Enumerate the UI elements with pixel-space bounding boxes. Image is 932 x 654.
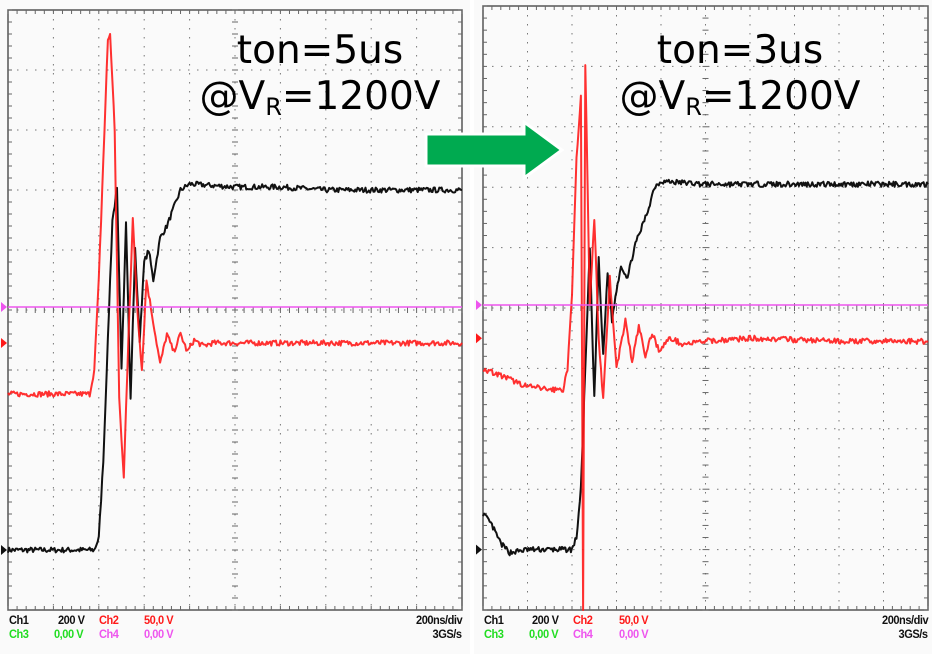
ch3-scale-right: 0,00 V <box>529 627 559 641</box>
trace-ch2 <box>7 33 463 479</box>
ch2-label-right: Ch2 <box>573 613 593 627</box>
annotation-ton-left: ton=5us <box>236 28 404 73</box>
annotation-left: ton=5us @VR=1200V <box>190 28 450 120</box>
trace-ch1 <box>482 178 929 557</box>
ch1-scale-left: 200 V <box>58 613 85 627</box>
ch2-scale-right: 50,0 V <box>619 613 649 627</box>
sample-rate-right: 3GS/s <box>898 627 928 641</box>
ch3-label-left: Ch3 <box>9 627 29 641</box>
ch4-label-left: Ch4 <box>99 627 119 641</box>
ch4-scale-left: 0,00 V <box>144 627 174 641</box>
ground-marker-icon <box>476 299 482 310</box>
ch1-scale-right: 200 V <box>532 613 559 627</box>
annotation-vr-left: @VR=1200V <box>199 74 441 121</box>
ch1-label-right: Ch1 <box>484 613 504 627</box>
scope-panel-right: ton=3us @VR=1200V Ch1 200 V Ch2 50,0 V C… <box>474 0 932 654</box>
ground-marker-icon <box>476 544 482 555</box>
scope-panel-left: ton=5us @VR=1200V Ch1 200 V Ch2 50,0 V C… <box>1 9 463 641</box>
annotation-right: ton=3us @VR=1200V <box>610 28 870 120</box>
waveform-screen-right <box>476 5 929 611</box>
right-arrow-icon <box>424 120 565 180</box>
timebase-right: 200ns/div <box>881 613 929 627</box>
ch2-label-left: Ch2 <box>99 613 119 627</box>
ch3-label-right: Ch3 <box>484 627 504 641</box>
ch4-scale-right: 0,00 V <box>619 627 649 641</box>
ground-marker-icon <box>1 302 7 312</box>
trace-ch2 <box>482 64 929 611</box>
sample-rate-left: 3GS/s <box>432 627 462 641</box>
ch1-label-left: Ch1 <box>9 613 29 627</box>
ground-marker-icon <box>1 545 7 555</box>
ch3-scale-left: 0,00 V <box>54 627 84 641</box>
ground-marker-icon <box>1 338 7 348</box>
ch4-label-right: Ch4 <box>573 627 593 641</box>
annotation-ton-right: ton=3us <box>656 28 824 73</box>
waveform-screen-left <box>1 9 463 611</box>
annotation-vr-right: @VR=1200V <box>619 74 861 121</box>
ground-marker-icon <box>476 333 482 344</box>
ch2-scale-left: 50,0 V <box>144 613 174 627</box>
timebase-left: 200ns/div <box>415 613 463 627</box>
trace-ch1 <box>7 180 463 554</box>
